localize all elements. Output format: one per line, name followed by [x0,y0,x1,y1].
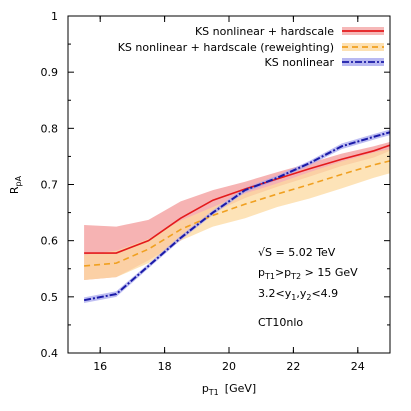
x-tick-label-3: 22 [286,360,300,373]
y-tick-label-5: 0.9 [41,66,59,79]
annotation-energy: √S = 5.02 TeV [258,246,336,259]
y-tick-label-0: 0.4 [41,347,59,360]
annotation-y-b-sub: 2 [306,293,311,302]
annotation-y-c: <4.9 [311,287,338,300]
y-tick-label-1: 0.5 [41,291,59,304]
series-line-0 [84,144,391,254]
annotation-pt-b: >p [275,266,291,279]
x-tick-label-0: 16 [93,360,107,373]
annotation-pt-c: > 15 GeV [301,266,358,279]
y-tick-label-4: 0.8 [41,122,59,135]
annotation-rapidity: 3.2<y1,y2<4.9 [258,287,338,302]
y-axis-label: RpA [8,175,23,194]
uncertainty-bands [84,129,390,304]
annotation-pdf: CT10nlo [258,316,303,329]
x-axis-label-sub: T1 [208,388,219,397]
axis-ticks: 16 18 20 22 24 0.4 0.5 0.6 0.7 0.8 0.9 1 [41,10,390,373]
annotation-y-b: ,y [296,287,306,300]
x-axis-label-unit: [GeV] [225,382,256,395]
legend-label-2: KS nonlinear [265,56,335,69]
annotation-y-a: 3.2<y [258,287,292,300]
y-tick-label-2: 0.6 [41,235,59,248]
legend-band-2 [342,58,384,66]
band-1 [84,149,390,280]
series-line-1 [84,160,391,267]
annotations: √S = 5.02 TeV pT1>pT2 > 15 GeV 3.2<y1,y2… [258,246,358,329]
x-tick-label-4: 24 [351,360,365,373]
x-axis-label: pT1 [GeV] [202,382,256,397]
legend: KS nonlinear + hardscale KS nonlinear + h… [118,25,384,69]
annotation-y-a-sub: 1 [291,293,296,302]
annotation-pt-b-sub: T2 [290,272,301,281]
y-axis-label-sub: pA [14,175,23,186]
legend-label-0: KS nonlinear + hardscale [195,25,334,38]
annotation-pt-cut: pT1>pT2 > 15 GeV [258,266,358,281]
series-line-2 [83,131,391,302]
x-tick-label-2: 20 [222,360,236,373]
y-tick-label-6: 1 [51,10,58,23]
legend-label-1: KS nonlinear + hardscale (reweighting) [118,41,334,54]
x-tick-label-1: 18 [158,360,172,373]
series-lines [83,131,391,302]
annotation-pt-a: p [258,266,265,279]
y-tick-label-3: 0.7 [41,179,59,192]
y-axis-label-main: R [8,186,21,194]
x-axis-label-main: p [202,382,209,395]
annotation-pt-a-sub: T1 [264,272,275,281]
